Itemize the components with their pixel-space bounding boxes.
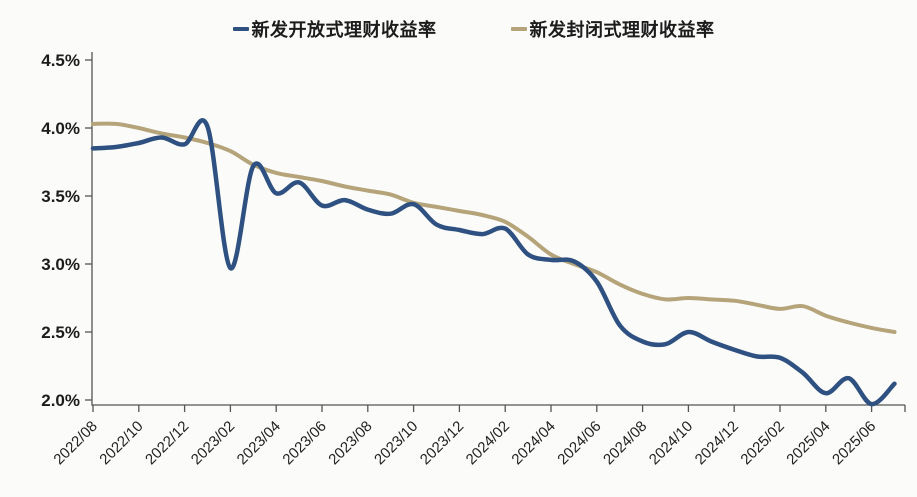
x-axis-label: 2023/12	[417, 418, 467, 468]
x-axis-label: 2022/12	[142, 418, 192, 468]
closed-end-series-marker-icon	[510, 27, 527, 31]
x-axis-label: 2024/02	[463, 418, 513, 468]
x-axis-label: 2023/08	[325, 418, 375, 468]
x-axis-label: 2024/04	[508, 418, 558, 468]
x-axis-label: 2024/10	[646, 418, 696, 468]
legend-label-closed-end: 新发封闭式理财收益率	[529, 20, 715, 40]
x-axis-label: 2022/08	[50, 418, 100, 468]
open-ended-series-marker-icon	[232, 27, 249, 31]
x-axis-label: 2024/08	[600, 418, 650, 468]
x-axis-label: 2025/02	[737, 418, 787, 468]
legend-item-open-ended: 新发开放式理财收益率	[232, 16, 437, 42]
x-axis-label: 2023/02	[188, 418, 238, 468]
x-axis-label: 2023/04	[234, 418, 284, 468]
open-ended-yield-line	[90, 118, 897, 407]
x-axis-label: 2025/04	[783, 418, 833, 468]
y-axis-label: 4.0%	[41, 119, 80, 138]
chart-legend: 新发开放式理财收益率 新发封闭式理财收益率	[0, 16, 917, 42]
axes-lines	[91, 52, 905, 406]
x-axis-label: 2025/06	[829, 418, 879, 468]
x-axis-label: 2023/10	[371, 418, 421, 468]
y-axis-label: 2.5%	[41, 323, 80, 342]
y-axis-label: 3.5%	[41, 187, 80, 206]
y-axis-label: 2.0%	[41, 391, 80, 410]
closed-end-yield-line	[91, 121, 897, 334]
y-axis-label: 3.0%	[41, 255, 80, 274]
legend-item-closed-end: 新发封闭式理财收益率	[510, 16, 715, 42]
legend-label-open-ended: 新发开放式理财收益率	[251, 20, 437, 40]
x-axis-label: 2024/06	[554, 418, 604, 468]
x-axis-label: 2023/06	[279, 418, 329, 468]
x-axis-label: 2024/12	[692, 418, 742, 468]
x-axis-label: 2022/10	[96, 418, 146, 468]
y-axis-label: 4.5%	[41, 51, 80, 70]
